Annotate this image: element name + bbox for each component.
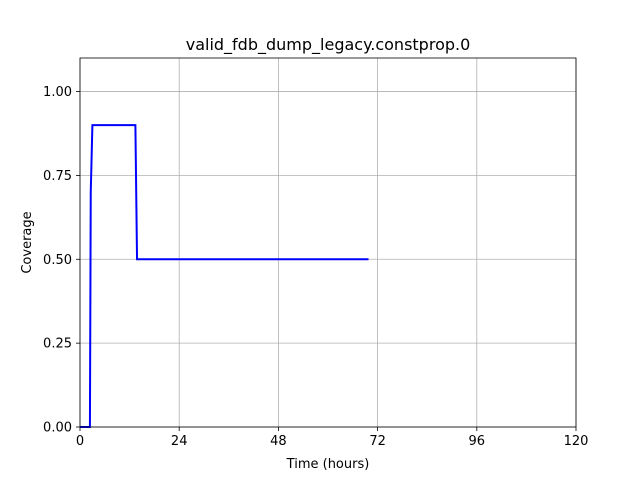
x-tick-label-48: 48 (270, 434, 287, 449)
y-tick-label-0.75: 0.75 (43, 169, 72, 184)
x-tick-label-120: 120 (564, 434, 589, 449)
chart-title: valid_fdb_dump_legacy.constprop.0 (186, 35, 471, 55)
y-tick-label-1.00: 1.00 (43, 85, 72, 100)
x-tick-label-96: 96 (469, 434, 486, 449)
coverage-series-line-0 (80, 124, 369, 428)
x-tick-label-24: 24 (171, 434, 188, 449)
y-tick-label-0.00: 0.00 (43, 421, 72, 436)
y-tick-label-0.25: 0.25 (43, 337, 72, 352)
ticks: 0 24 48 72 96 120 0.00 0.25 0.50 0.75 1.00 (43, 85, 588, 449)
series-layer (80, 124, 369, 428)
x-axis-label: Time (hours) (286, 457, 370, 472)
plot-area-border (79, 57, 577, 428)
y-tick-label-0.50: 0.50 (43, 253, 72, 268)
y-axis-label: Coverage (20, 211, 35, 273)
x-tick-label-0: 0 (76, 434, 84, 449)
x-tick-label-72: 72 (369, 434, 386, 449)
